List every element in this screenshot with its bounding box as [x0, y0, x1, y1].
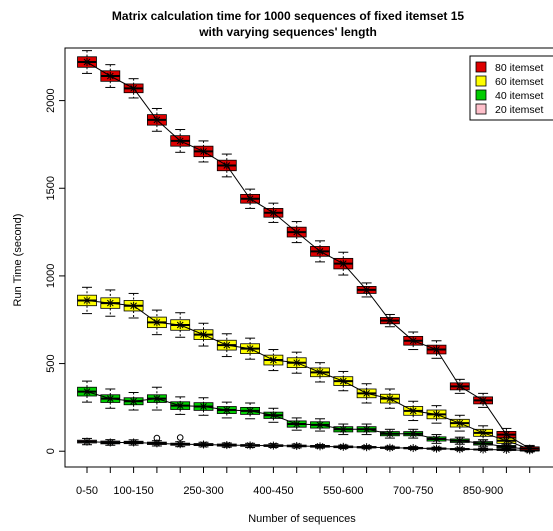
series-group [77, 50, 540, 453]
outlier-point [153, 434, 161, 442]
series-line [86, 391, 530, 450]
plot-area: 0 500 1000 1500 2000 0-50 100-150 250-300 400-45… [45, 47, 553, 497]
series-line [86, 441, 530, 451]
y-tick-label: 500 [45, 354, 57, 372]
outlier-point [176, 434, 184, 441]
y-tick-label: 0 [45, 448, 57, 454]
series-group [77, 286, 540, 454]
plot-frame [64, 47, 553, 468]
series-line [86, 299, 530, 450]
legend-swatch [475, 89, 487, 101]
x-tick-label: 850-900 [463, 485, 503, 497]
y-tick-label: 1000 [45, 264, 57, 288]
x-axis-label: Number of sequences [248, 513, 356, 525]
x-tick-label: 0-50 [76, 485, 98, 497]
x-tick-label: 250-300 [183, 485, 223, 497]
legend: 80 itemset 60 itemset 40 itemset 20 itemset [469, 55, 553, 121]
legend-label: 20 itemset [495, 104, 544, 116]
series-group [77, 434, 540, 455]
x-tick-label: 700-750 [393, 485, 433, 497]
legend-label: 40 itemset [495, 90, 544, 102]
x-tick-label: 550-600 [323, 485, 363, 497]
legend-label: 80 itemset [495, 62, 544, 74]
series-group [77, 380, 540, 454]
legend-label: 60 itemset [495, 76, 544, 88]
y-axis-label: Run Time (second) [12, 214, 24, 307]
legend-swatch [475, 61, 487, 73]
legend-swatch [475, 103, 487, 115]
y-tick-label: 1500 [45, 176, 57, 200]
series-line [86, 61, 530, 450]
y-tick-label: 2000 [45, 88, 57, 112]
x-tick-label: 100-150 [113, 485, 153, 497]
chart-title: Matrix calculation time for 1000 sequenc… [112, 9, 464, 23]
x-tick-label: 400-450 [253, 485, 293, 497]
chart-subtitle: with varying sequences' length [198, 25, 377, 39]
legend-swatch [475, 75, 487, 87]
